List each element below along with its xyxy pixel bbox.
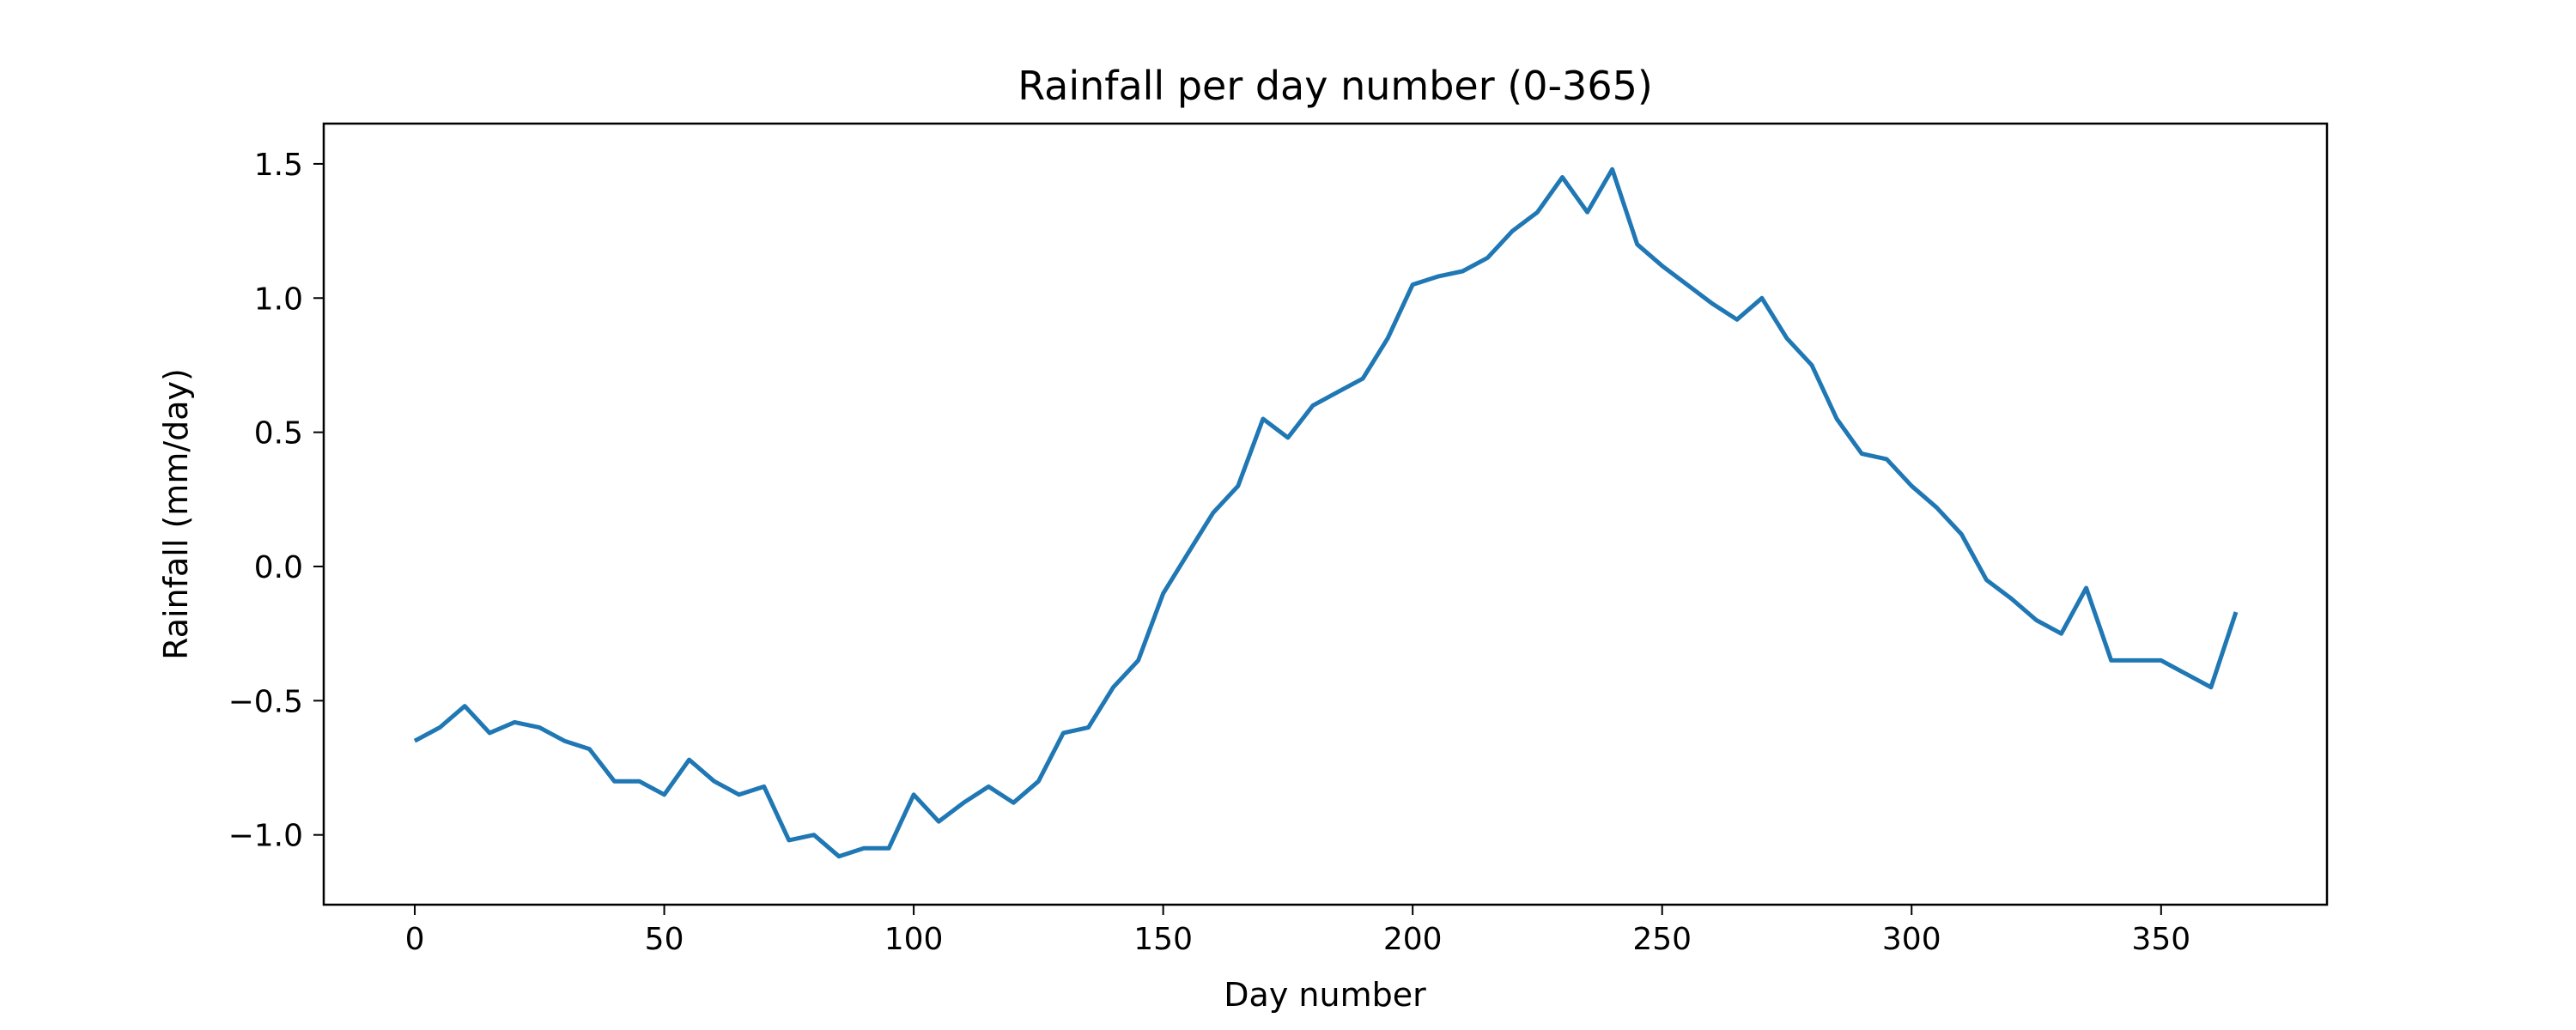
x-tick-label: 50 [645,922,684,957]
y-tick-label: −0.5 [228,684,303,719]
x-tick-label: 150 [1133,922,1193,957]
x-axis: 0 50 100 150 200 250 300 350 [405,905,2190,957]
y-tick-label: −1.0 [228,819,303,854]
x-tick-label: 250 [1632,922,1692,957]
x-tick-label: 0 [405,922,425,957]
y-axis: −1.0 −0.5 0.0 0.5 1.0 1.5 [228,148,324,854]
x-tick-label: 200 [1383,922,1443,957]
x-tick-label: 100 [884,922,944,957]
x-axis-title: Day number [1224,976,1426,1014]
y-tick-label: 1.0 [254,282,303,317]
x-tick-label: 300 [1882,922,1941,957]
x-tick-label: 350 [2131,922,2190,957]
y-tick-label: 0.0 [254,550,303,585]
y-axis-title: Rainfall (mm/day) [157,368,195,660]
y-tick-label: 1.5 [254,148,303,183]
chart-title: Rainfall per day number (0-365) [1018,63,1653,109]
plot-area-frame [322,122,2329,906]
y-tick-label: 0.5 [254,416,303,451]
rainfall-series-line [413,167,2239,859]
